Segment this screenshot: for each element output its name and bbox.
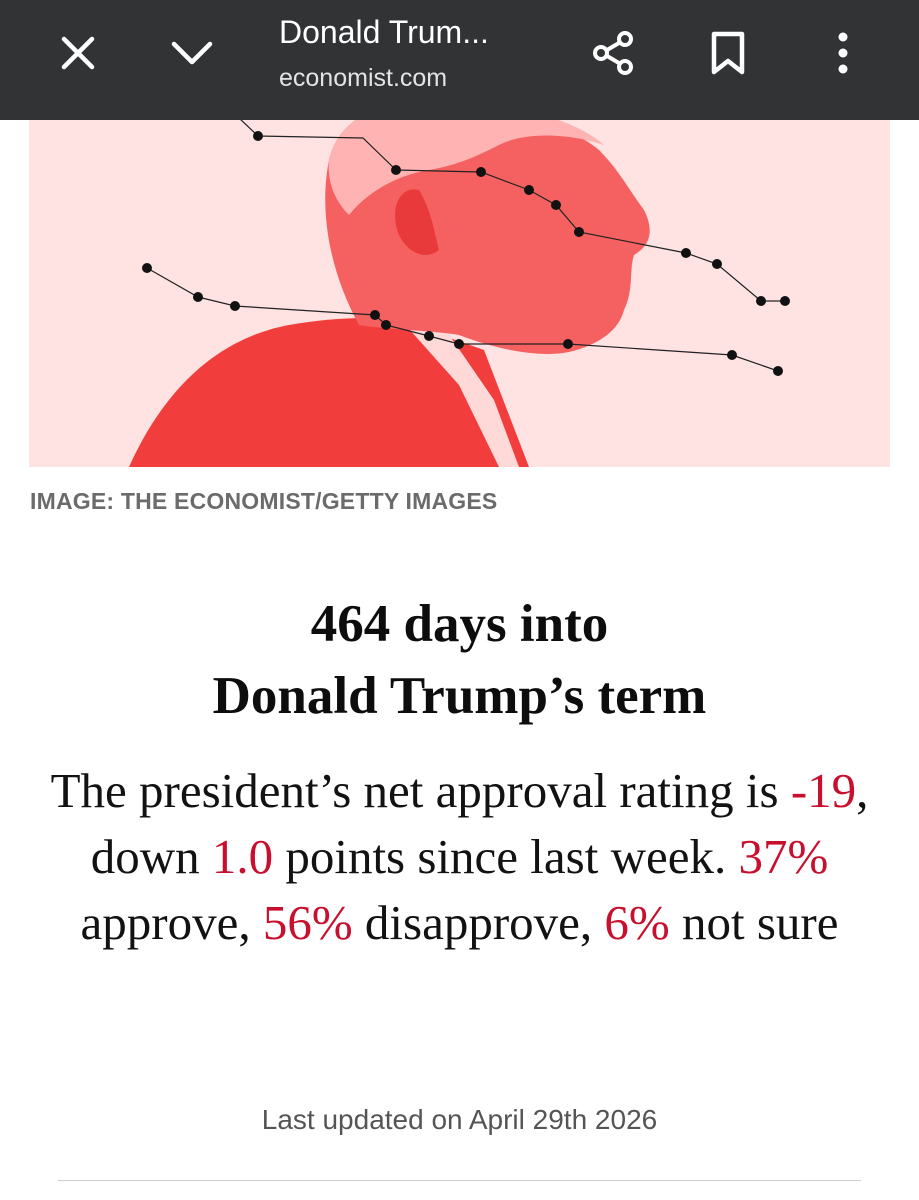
chevron-down-icon <box>171 41 213 65</box>
close-icon <box>61 36 95 70</box>
article-headline: 464 days into Donald Trump’s term <box>0 588 919 732</box>
headline-line-2: Donald Trump’s term <box>212 667 707 725</box>
hero-illustration <box>29 120 890 467</box>
more-vert-icon <box>838 32 848 74</box>
article-standfirst: The president’s net approval rating is -… <box>0 758 919 956</box>
standfirst-text: disapprove, <box>352 895 605 950</box>
not-sure-value: 6% <box>604 895 670 950</box>
standfirst-text: The president’s net approval rating is <box>50 763 791 818</box>
last-updated: Last updated on April 29th 2026 <box>261 1104 658 1135</box>
image-caption: IMAGE: THE ECONOMIST/GETTY IMAGES <box>30 488 498 514</box>
headline-line-1: 464 days into <box>310 595 609 653</box>
standfirst-text: not sure <box>669 895 839 950</box>
net-approval-value: -19 <box>790 763 857 818</box>
bookmark-icon <box>711 31 745 75</box>
divider <box>58 1180 861 1181</box>
approve-value: 37% <box>738 829 829 884</box>
share-icon <box>593 31 633 75</box>
collapse-button[interactable] <box>154 20 230 86</box>
bookmark-button[interactable] <box>690 20 766 86</box>
close-button[interactable] <box>40 20 116 86</box>
share-button[interactable] <box>575 20 651 86</box>
hero-image <box>29 120 890 467</box>
page-url[interactable]: economist.com <box>279 64 448 92</box>
weekly-change-value: 1.0 <box>211 829 274 884</box>
page-title: Donald Trum... <box>279 14 489 50</box>
standfirst-text: approve, <box>80 895 263 950</box>
disapprove-value: 56% <box>262 895 353 950</box>
more-options-button[interactable] <box>805 20 881 86</box>
standfirst-text: points since last week. <box>273 829 739 884</box>
browser-toolbar: Donald Trum... economist.com <box>0 0 919 120</box>
standfirst-text: , down <box>90 763 869 884</box>
